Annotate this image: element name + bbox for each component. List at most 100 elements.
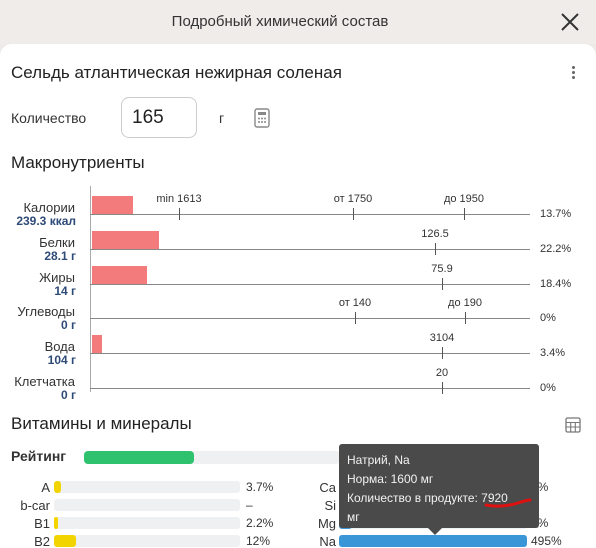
vitamin-percent: 2.2% xyxy=(246,516,274,530)
macro-tick-label: 126.5 xyxy=(421,228,449,240)
macro-value: 0 г xyxy=(60,388,76,402)
rating-bar-fill xyxy=(84,451,195,464)
tooltip-arrow xyxy=(428,528,442,535)
macro-tick-label: от 1750 xyxy=(333,193,373,205)
vitamin-row[interactable]: B1 2.2% xyxy=(0,516,596,531)
red-underline-annotation xyxy=(484,498,532,508)
macro-axis-line xyxy=(90,249,530,250)
mineral-row[interactable]: Na 495% xyxy=(0,534,596,548)
macro-row: Жиры 14 г 75.9 18.4% xyxy=(0,263,596,304)
macro-tick-label: 75.9 xyxy=(431,263,453,275)
vitamin-bar-fill xyxy=(54,535,77,547)
quantity-input[interactable] xyxy=(121,97,197,138)
macronutrients-title: Макронутриенты xyxy=(11,153,145,172)
mineral-bar xyxy=(339,535,527,547)
vitamin-bar xyxy=(54,499,240,511)
tooltip-amount: Количество в продукте: 7920 xyxy=(347,491,508,505)
tooltip-unit: мг xyxy=(347,510,360,524)
mineral-bar-fill xyxy=(339,535,527,547)
macro-percent: 18.4% xyxy=(540,278,572,290)
macro-bar xyxy=(92,266,148,284)
mineral-name: Si xyxy=(324,498,336,513)
vitamin-percent: – xyxy=(246,498,253,512)
macro-value: 104 г xyxy=(47,353,76,367)
quantity-label: Количество xyxy=(11,110,87,126)
macro-name: Калории xyxy=(23,200,75,215)
macro-tick xyxy=(442,278,443,290)
macro-axis-line xyxy=(90,318,530,319)
macro-value: 239.3 ккал xyxy=(16,214,76,228)
macro-bar xyxy=(92,231,159,249)
macro-tick-label: min 1613 xyxy=(156,193,202,205)
macro-row: Вода 104 г 3104 3.4% xyxy=(0,332,596,373)
vitamin-percent: 3.7% xyxy=(246,480,274,494)
vitamin-bar xyxy=(54,481,240,493)
macro-name: Белки xyxy=(39,235,75,250)
macro-value: 28.1 г xyxy=(44,249,76,263)
macro-name: Жиры xyxy=(39,270,75,285)
vitamin-percent: 12% xyxy=(246,534,271,548)
macro-percent: 0% xyxy=(540,382,556,394)
mineral-name: Na xyxy=(319,534,336,548)
table-icon[interactable] xyxy=(565,417,581,433)
kebab-menu-icon[interactable] xyxy=(566,64,580,84)
macro-tick xyxy=(442,347,443,359)
tooltip-nutrient: Натрий, Na xyxy=(347,453,410,467)
macro-axis-line xyxy=(90,388,530,389)
macro-bar xyxy=(92,335,103,353)
calculator-icon[interactable] xyxy=(254,108,270,128)
macro-axis-line xyxy=(90,353,530,354)
sodium-tooltip: Натрий, Na Норма: 1600 мг Количество в п… xyxy=(339,444,539,528)
macro-tick-label: 20 xyxy=(435,367,449,379)
macro-tick xyxy=(355,312,356,324)
vitamin-bar-fill xyxy=(54,481,61,493)
macro-percent: 22.2% xyxy=(540,243,572,255)
vitamin-name: b-car xyxy=(20,498,50,513)
vitamins-title: Витамины и минералы xyxy=(11,414,192,433)
macro-axis-line xyxy=(90,214,530,215)
macro-tick xyxy=(179,208,180,220)
macro-tick xyxy=(465,312,466,324)
modal-title: Подробный химический состав xyxy=(171,13,389,30)
macro-percent: 0% xyxy=(540,312,556,324)
macro-row: Углеводы 0 г от 140 до 190 0% xyxy=(0,297,596,338)
vitamin-name: B1 xyxy=(34,516,50,531)
macro-value: 0 г xyxy=(60,318,76,332)
food-name: Сельдь атлантическая нежирная соленая xyxy=(11,63,342,82)
macro-tick-label: до 190 xyxy=(448,297,482,309)
mineral-percent: 495% xyxy=(531,534,562,548)
macro-row: Белки 28.1 г 126.5 22.2% xyxy=(0,228,596,269)
macro-row: Калории 239.3 ккал min 1613 от 1750 до 1950 1… xyxy=(0,193,596,234)
macro-name: Углеводы xyxy=(17,304,75,319)
vitamin-bar xyxy=(54,535,240,547)
macro-percent: 13.7% xyxy=(540,208,572,220)
macro-tick xyxy=(435,243,436,255)
macro-bar xyxy=(92,196,134,214)
vitamin-name: A xyxy=(41,480,50,495)
macro-axis-line xyxy=(90,284,530,285)
modal-header: Подробный химический состав xyxy=(0,0,596,44)
macro-tick xyxy=(353,208,354,220)
macro-row: Клетчатка 0 г 20 0% xyxy=(0,367,596,408)
vitamin-row[interactable]: A 3.7% xyxy=(0,480,596,495)
tooltip-norm: Норма: 1600 мг xyxy=(347,472,434,486)
macro-percent: 3.4% xyxy=(540,347,566,359)
vitamin-bar xyxy=(54,517,240,529)
rating-bar xyxy=(84,451,340,464)
macro-tick-label: до 1950 xyxy=(443,193,485,205)
mineral-name: Ca xyxy=(319,480,336,495)
vitamin-row[interactable]: B2 12% xyxy=(0,534,596,548)
rating-label: Рейтинг xyxy=(11,448,67,464)
macro-name: Вода xyxy=(44,339,75,354)
vitamin-bar-fill xyxy=(54,517,59,529)
quantity-unit: г xyxy=(219,110,225,126)
close-icon[interactable] xyxy=(558,10,582,34)
vitamin-row[interactable]: b-car – xyxy=(0,498,596,513)
macro-tick-label: от 140 xyxy=(338,297,372,309)
macro-tick-label: 3104 xyxy=(429,332,455,344)
macro-value: 14 г xyxy=(54,284,76,298)
mineral-name: Mg xyxy=(317,516,336,531)
macro-tick xyxy=(442,382,443,394)
vitamin-name: B2 xyxy=(34,534,50,548)
macro-name: Клетчатка xyxy=(14,374,75,389)
